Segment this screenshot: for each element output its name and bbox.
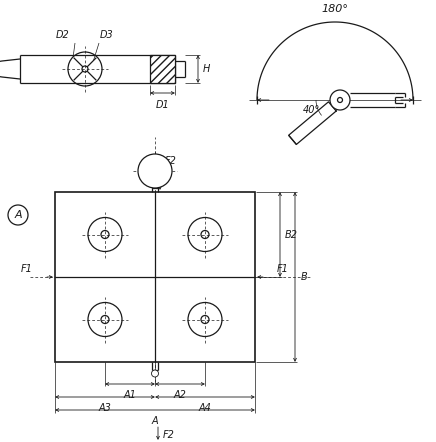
Text: H: H [203,64,211,74]
Text: B2: B2 [285,229,298,240]
Text: D2: D2 [56,30,70,40]
Text: A1: A1 [123,390,136,400]
Text: F1: F1 [21,264,33,274]
Text: F2: F2 [165,156,177,166]
Text: A2: A2 [174,390,187,400]
Text: D1: D1 [156,100,169,110]
Bar [150,55,175,83]
Text: D3: D3 [100,30,114,40]
Text: A: A [14,210,22,220]
Text: A4: A4 [198,403,211,413]
Text: F1: F1 [277,264,289,274]
Text: A: A [152,416,158,426]
Text: B: B [301,272,308,282]
Text: A3: A3 [99,403,112,413]
Bar [55,192,255,362]
Text: 180°: 180° [321,4,348,14]
Text: F2: F2 [163,430,175,440]
Text: 40°: 40° [303,105,320,115]
Circle shape [138,154,172,188]
Circle shape [151,370,159,377]
Circle shape [330,90,350,110]
